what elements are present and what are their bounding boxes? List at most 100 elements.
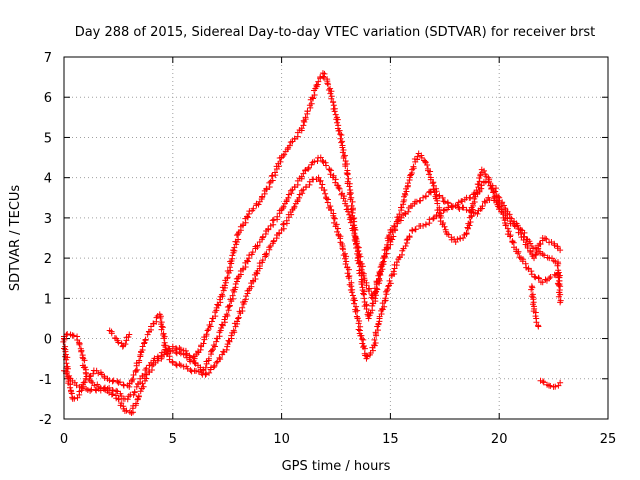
interp-marker <box>319 181 326 188</box>
interp-marker <box>137 388 144 395</box>
interp-marker <box>206 322 213 329</box>
interp-marker <box>66 372 73 379</box>
interp-marker <box>390 268 397 275</box>
interp-marker <box>275 163 282 170</box>
interp-marker <box>441 223 448 230</box>
interp-marker <box>382 295 389 302</box>
interp-marker <box>339 149 346 156</box>
interp-marker <box>528 268 535 275</box>
interp-marker <box>327 171 334 178</box>
interp-marker <box>220 287 227 294</box>
interp-marker <box>219 322 226 329</box>
data-point <box>539 251 546 258</box>
interp-marker <box>331 108 338 115</box>
interp-marker <box>320 187 327 194</box>
interp-marker <box>537 250 544 257</box>
data-point <box>317 154 324 161</box>
interp-marker <box>291 135 298 142</box>
interp-marker <box>308 100 315 107</box>
interp-marker <box>324 80 331 87</box>
interp-marker <box>211 362 218 369</box>
interp-marker <box>339 245 346 252</box>
interp-marker <box>351 226 358 233</box>
interp-marker <box>456 205 463 212</box>
data-point <box>463 206 470 213</box>
interp-marker <box>500 202 507 209</box>
interp-marker <box>108 330 115 337</box>
interp-marker <box>346 275 353 282</box>
data-point <box>557 379 564 386</box>
interp-marker <box>216 354 223 361</box>
interp-marker <box>387 280 394 287</box>
x-tick-label: 10 <box>273 432 290 447</box>
interp-marker <box>430 215 437 222</box>
y-tick-label: 2 <box>44 252 52 267</box>
interp-marker <box>226 302 233 309</box>
interp-marker <box>384 286 391 293</box>
interp-marker <box>465 225 472 232</box>
interp-marker <box>231 244 238 251</box>
interp-marker <box>210 342 217 349</box>
interp-marker <box>243 293 250 300</box>
interp-marker <box>493 185 500 192</box>
interp-marker <box>218 321 225 328</box>
interp-marker <box>366 288 373 295</box>
interp-marker <box>381 303 388 310</box>
interp-marker <box>232 281 239 288</box>
interp-marker <box>356 250 363 257</box>
interp-marker <box>414 153 421 160</box>
interp-marker <box>111 334 118 341</box>
interp-marker <box>161 335 168 342</box>
interp-marker <box>317 177 324 184</box>
y-tick-label: 6 <box>44 91 52 106</box>
interp-marker <box>266 244 273 251</box>
x-tick-label: 0 <box>60 432 68 447</box>
interp-marker <box>427 168 434 175</box>
interp-marker <box>195 368 202 375</box>
data-point <box>87 387 94 394</box>
interp-marker <box>528 293 535 300</box>
interp-marker <box>135 393 142 400</box>
interp-marker <box>114 388 121 395</box>
interp-marker <box>437 210 444 217</box>
data-point <box>441 198 448 205</box>
interp-marker <box>426 171 433 178</box>
interp-marker <box>207 323 214 330</box>
y-tick-label: -1 <box>39 373 52 388</box>
data-point <box>204 327 211 334</box>
interp-marker <box>467 194 474 201</box>
interp-marker <box>303 183 310 190</box>
interp-marker <box>375 276 382 283</box>
interp-marker <box>73 382 80 389</box>
interp-marker <box>547 383 554 390</box>
interp-marker <box>355 244 362 251</box>
interp-marker <box>225 307 232 314</box>
interp-marker <box>379 306 386 313</box>
interp-marker <box>323 162 330 169</box>
series-track-e <box>528 283 542 330</box>
data-point <box>539 279 546 286</box>
series-track-f <box>537 377 564 390</box>
data-point <box>326 166 333 173</box>
interp-marker <box>224 274 231 281</box>
x-tick-label: 25 <box>600 432 617 447</box>
interp-marker <box>130 371 137 378</box>
interp-marker <box>133 383 140 390</box>
y-tick-label: 4 <box>44 172 52 187</box>
interp-marker <box>305 165 312 172</box>
interp-marker <box>290 205 297 212</box>
interp-marker <box>470 191 477 198</box>
data-point <box>213 359 220 366</box>
data-point <box>365 315 372 322</box>
data-point <box>557 299 564 306</box>
interp-marker <box>384 235 391 242</box>
interp-marker <box>269 217 276 224</box>
interp-marker <box>91 382 98 389</box>
interp-marker <box>486 196 493 203</box>
interp-marker <box>405 180 412 187</box>
y-axis-label: SDTVAR / TECUs <box>8 185 23 292</box>
interp-marker <box>504 225 511 232</box>
data-point <box>235 315 242 322</box>
interp-marker <box>206 369 213 376</box>
interp-marker <box>536 240 543 247</box>
